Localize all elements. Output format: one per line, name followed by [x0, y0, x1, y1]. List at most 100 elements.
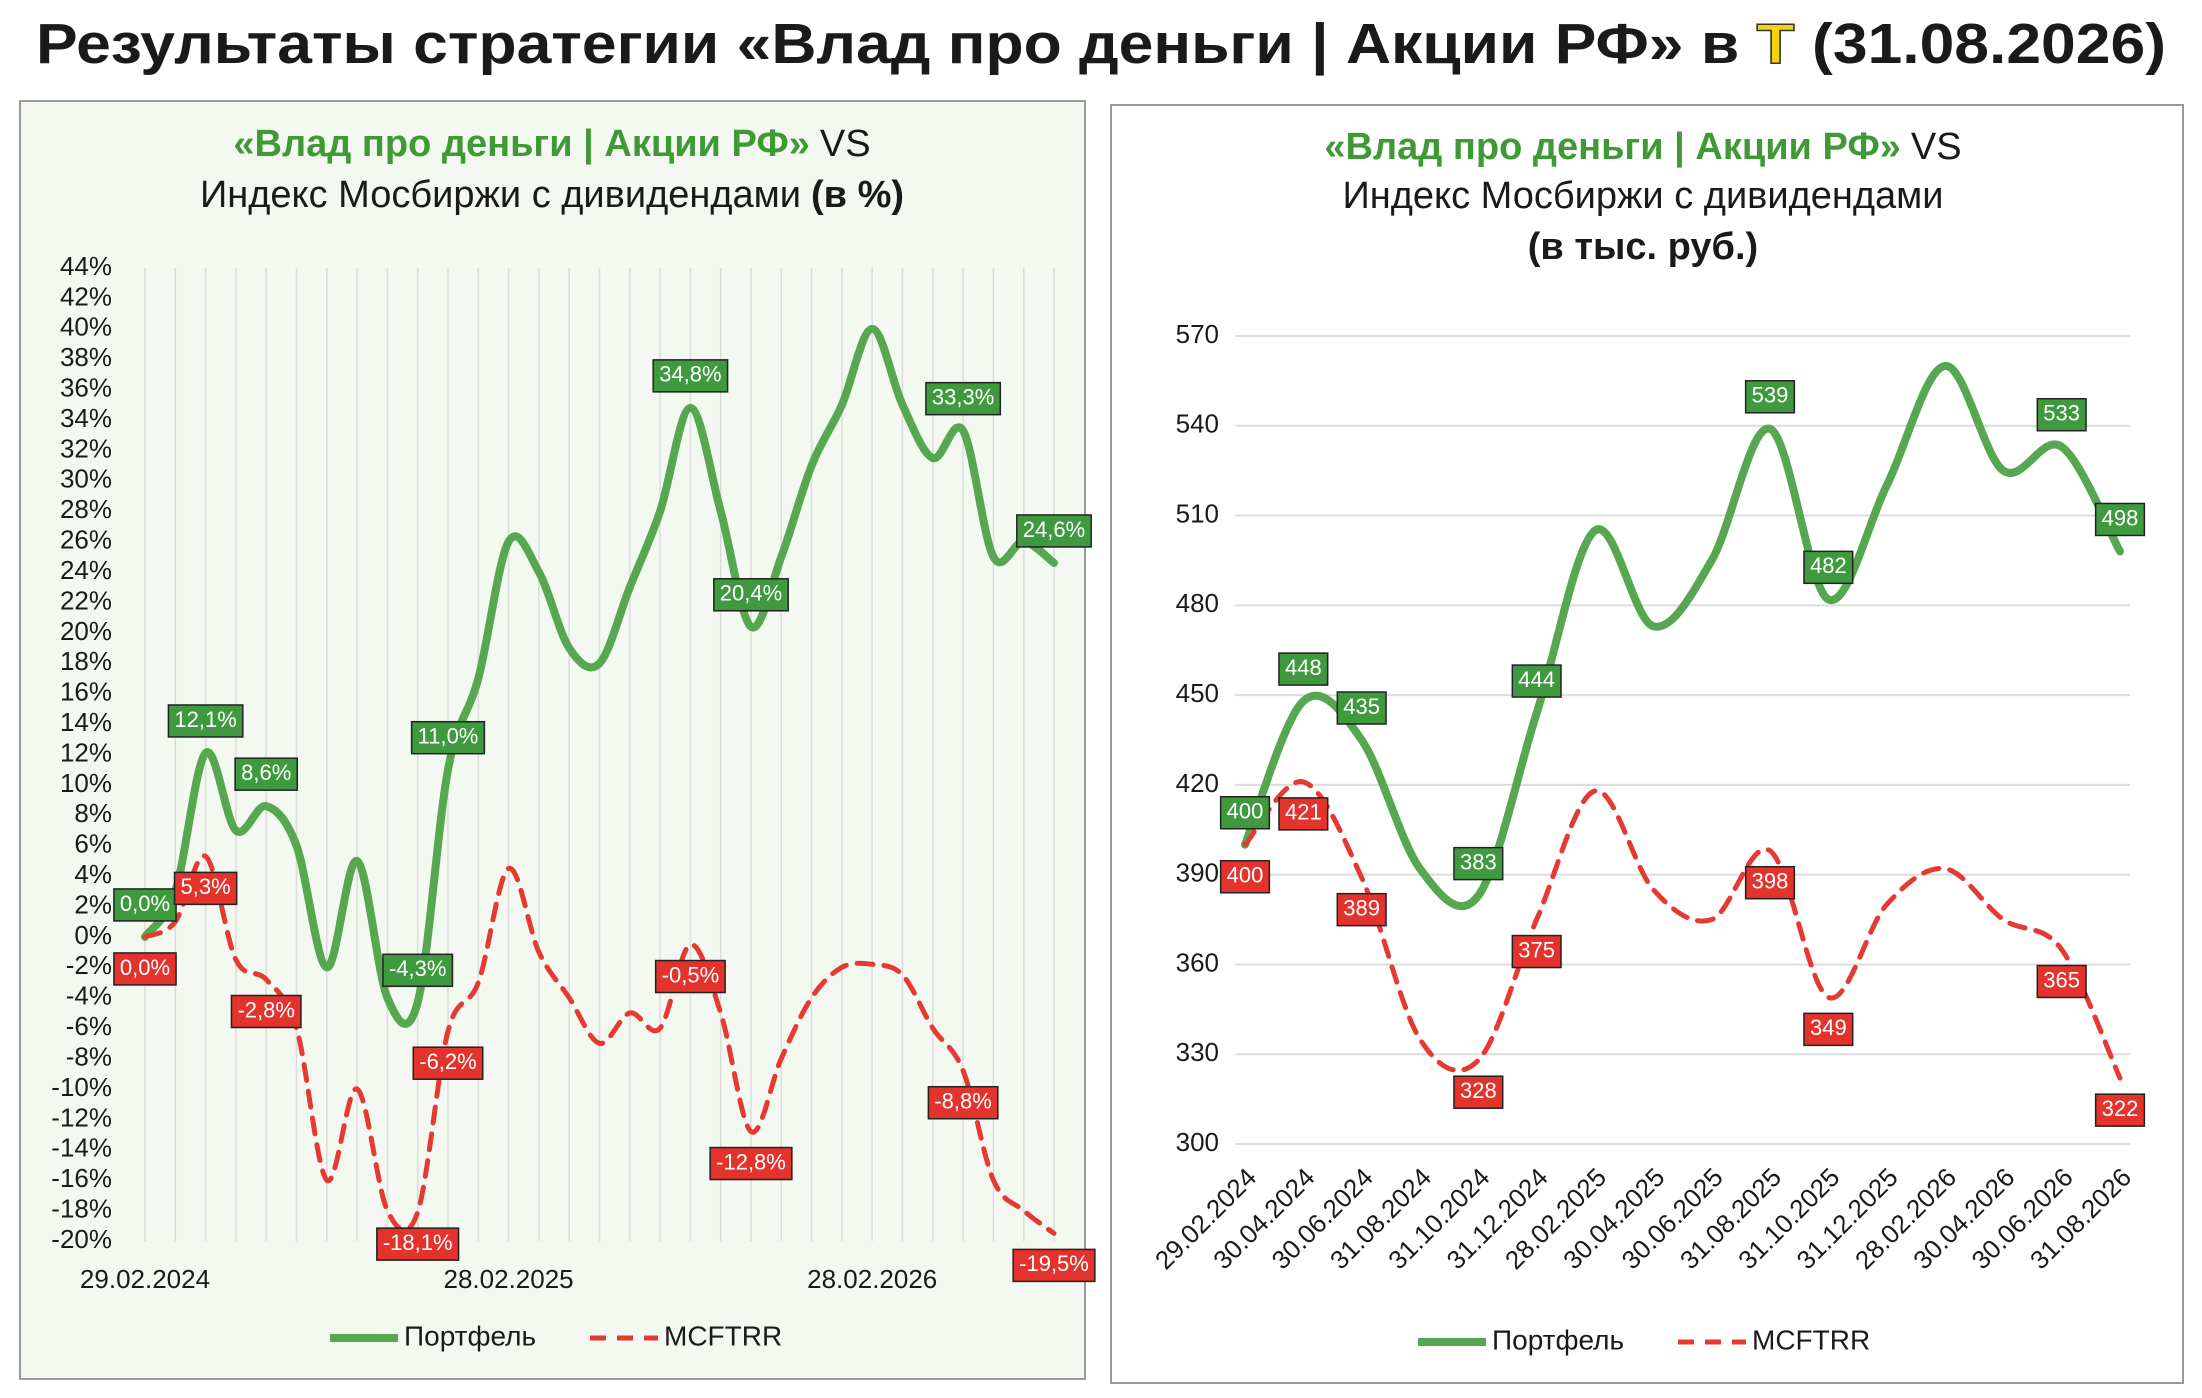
- data-label-box: [2094, 1093, 2146, 1127]
- title-vs: VS: [820, 123, 871, 165]
- y-tick-label: 12%: [60, 737, 112, 767]
- title-brand: «Влад про деньги | Акции РФ»: [233, 123, 809, 165]
- data-label-box: [1511, 934, 1562, 969]
- data-label-box: [382, 953, 454, 988]
- data-label: 400: [1227, 863, 1264, 888]
- y-tick-label: -8%: [66, 1041, 112, 1071]
- legend-label: Портфель: [404, 1320, 536, 1351]
- data-label-box: [1453, 1075, 1504, 1109]
- data-label: 533: [2043, 401, 2080, 426]
- title-unit: (в %): [811, 174, 904, 216]
- data-label: 398: [1752, 869, 1789, 894]
- data-label-box: [709, 1146, 793, 1181]
- data-label-box: [230, 994, 302, 1029]
- data-label-box: [173, 871, 238, 906]
- y-tick-label: 300: [1176, 1127, 1219, 1157]
- title-index: Индекс Мосбиржи с дивидендами: [1342, 175, 1943, 217]
- y-tick-label: 570: [1176, 319, 1219, 349]
- y-tick-label: 30%: [60, 464, 112, 494]
- data-label: 539: [1752, 383, 1789, 408]
- title-index: Индекс Мосбиржи с дивидендами: [200, 174, 801, 216]
- y-tick-label: -12%: [51, 1102, 112, 1132]
- data-label: 12,1%: [174, 707, 236, 732]
- data-label: 435: [1343, 694, 1380, 719]
- x-tick-label: 29.02.2024: [80, 1264, 210, 1294]
- data-label: 349: [1810, 1015, 1847, 1040]
- data-label: 448: [1285, 655, 1322, 680]
- y-tick-label: 44%: [60, 251, 112, 281]
- y-tick-label: 26%: [60, 525, 112, 555]
- data-label-box: [376, 1227, 460, 1261]
- data-label-box: [113, 952, 177, 986]
- data-label-box: [167, 704, 244, 738]
- y-tick-label: -10%: [51, 1072, 112, 1102]
- y-tick-label: 510: [1176, 498, 1219, 528]
- y-tick-label: 0%: [74, 920, 112, 950]
- data-label: -0,5%: [662, 962, 719, 987]
- data-label: 498: [2102, 505, 2139, 530]
- y-tick-label: 450: [1176, 678, 1219, 708]
- y-tick-label: 22%: [60, 585, 112, 615]
- data-label: 400: [1227, 799, 1264, 824]
- line: [1241, 361, 2124, 911]
- y-tick-label: 36%: [60, 373, 112, 403]
- panel: [1110, 104, 2184, 1384]
- y-tick-label: 42%: [60, 281, 112, 311]
- title-date: (31.08.2026): [1812, 12, 2166, 76]
- y-tick-label: -6%: [66, 1011, 112, 1041]
- legend-label: MCFTRR: [664, 1320, 782, 1351]
- data-label: -6,2%: [419, 1049, 476, 1074]
- data-label: 365: [2043, 967, 2080, 992]
- data-label-box: [2036, 964, 2087, 999]
- title-vs: VS: [1911, 126, 1962, 168]
- y-tick-label: 20%: [60, 616, 112, 646]
- data-label-box: [1278, 797, 1329, 831]
- data-label-box: [1219, 859, 1271, 894]
- data-label-box: [1744, 380, 1796, 414]
- y-tick-label: -2%: [66, 950, 112, 980]
- data-label-box: [2036, 397, 2087, 432]
- y-tick-label: 540: [1176, 409, 1219, 439]
- y-tick-label: 28%: [60, 494, 112, 524]
- y-tick-label: 6%: [74, 829, 112, 859]
- data-label: 34,8%: [659, 362, 721, 387]
- data-label: -8,8%: [934, 1089, 991, 1114]
- y-tick-label: 330: [1176, 1037, 1219, 1067]
- data-label: 0,0%: [120, 955, 170, 980]
- data-label-box: [1511, 664, 1562, 698]
- y-tick-label: 8%: [74, 798, 112, 828]
- data-label-box: [927, 1085, 999, 1120]
- data-label: 482: [1810, 553, 1847, 578]
- data-label-box: [1336, 691, 1387, 725]
- data-label: 322: [2102, 1096, 2139, 1121]
- data-label-box: [1744, 865, 1796, 900]
- data-label-box: [1453, 846, 1504, 881]
- panel: [19, 100, 1086, 1380]
- data-label: 20,4%: [720, 581, 782, 606]
- y-tick-label: -16%: [51, 1163, 112, 1193]
- data-label-box: [1219, 795, 1271, 830]
- line: [141, 324, 1058, 1028]
- legend-label: Портфель: [1492, 1324, 1624, 1355]
- data-label-box: [234, 757, 299, 791]
- data-label: 33,3%: [932, 384, 994, 409]
- data-label-box: [652, 359, 729, 393]
- data-label-box: [1336, 892, 1387, 927]
- data-label: 421: [1285, 800, 1322, 825]
- data-label-box: [1278, 652, 1329, 686]
- chart-title: «Влад про деньги | Акции РФ» VS: [233, 123, 870, 165]
- data-label: -18,1%: [383, 1230, 453, 1255]
- y-tick-label: 38%: [60, 342, 112, 372]
- data-label-box: [2094, 502, 2146, 537]
- data-label-box: [1803, 1012, 1854, 1047]
- data-label: 0,0%: [120, 891, 170, 916]
- data-label: -2,8%: [237, 997, 294, 1022]
- data-label: 328: [1460, 1078, 1497, 1103]
- y-tick-label: 34%: [60, 403, 112, 433]
- legend-label: MCFTRR: [1752, 1324, 1870, 1355]
- data-label: 24,6%: [1023, 517, 1085, 542]
- y-tick-label: 18%: [60, 646, 112, 676]
- y-tick-label: 420: [1176, 768, 1219, 798]
- data-label: 389: [1343, 895, 1380, 920]
